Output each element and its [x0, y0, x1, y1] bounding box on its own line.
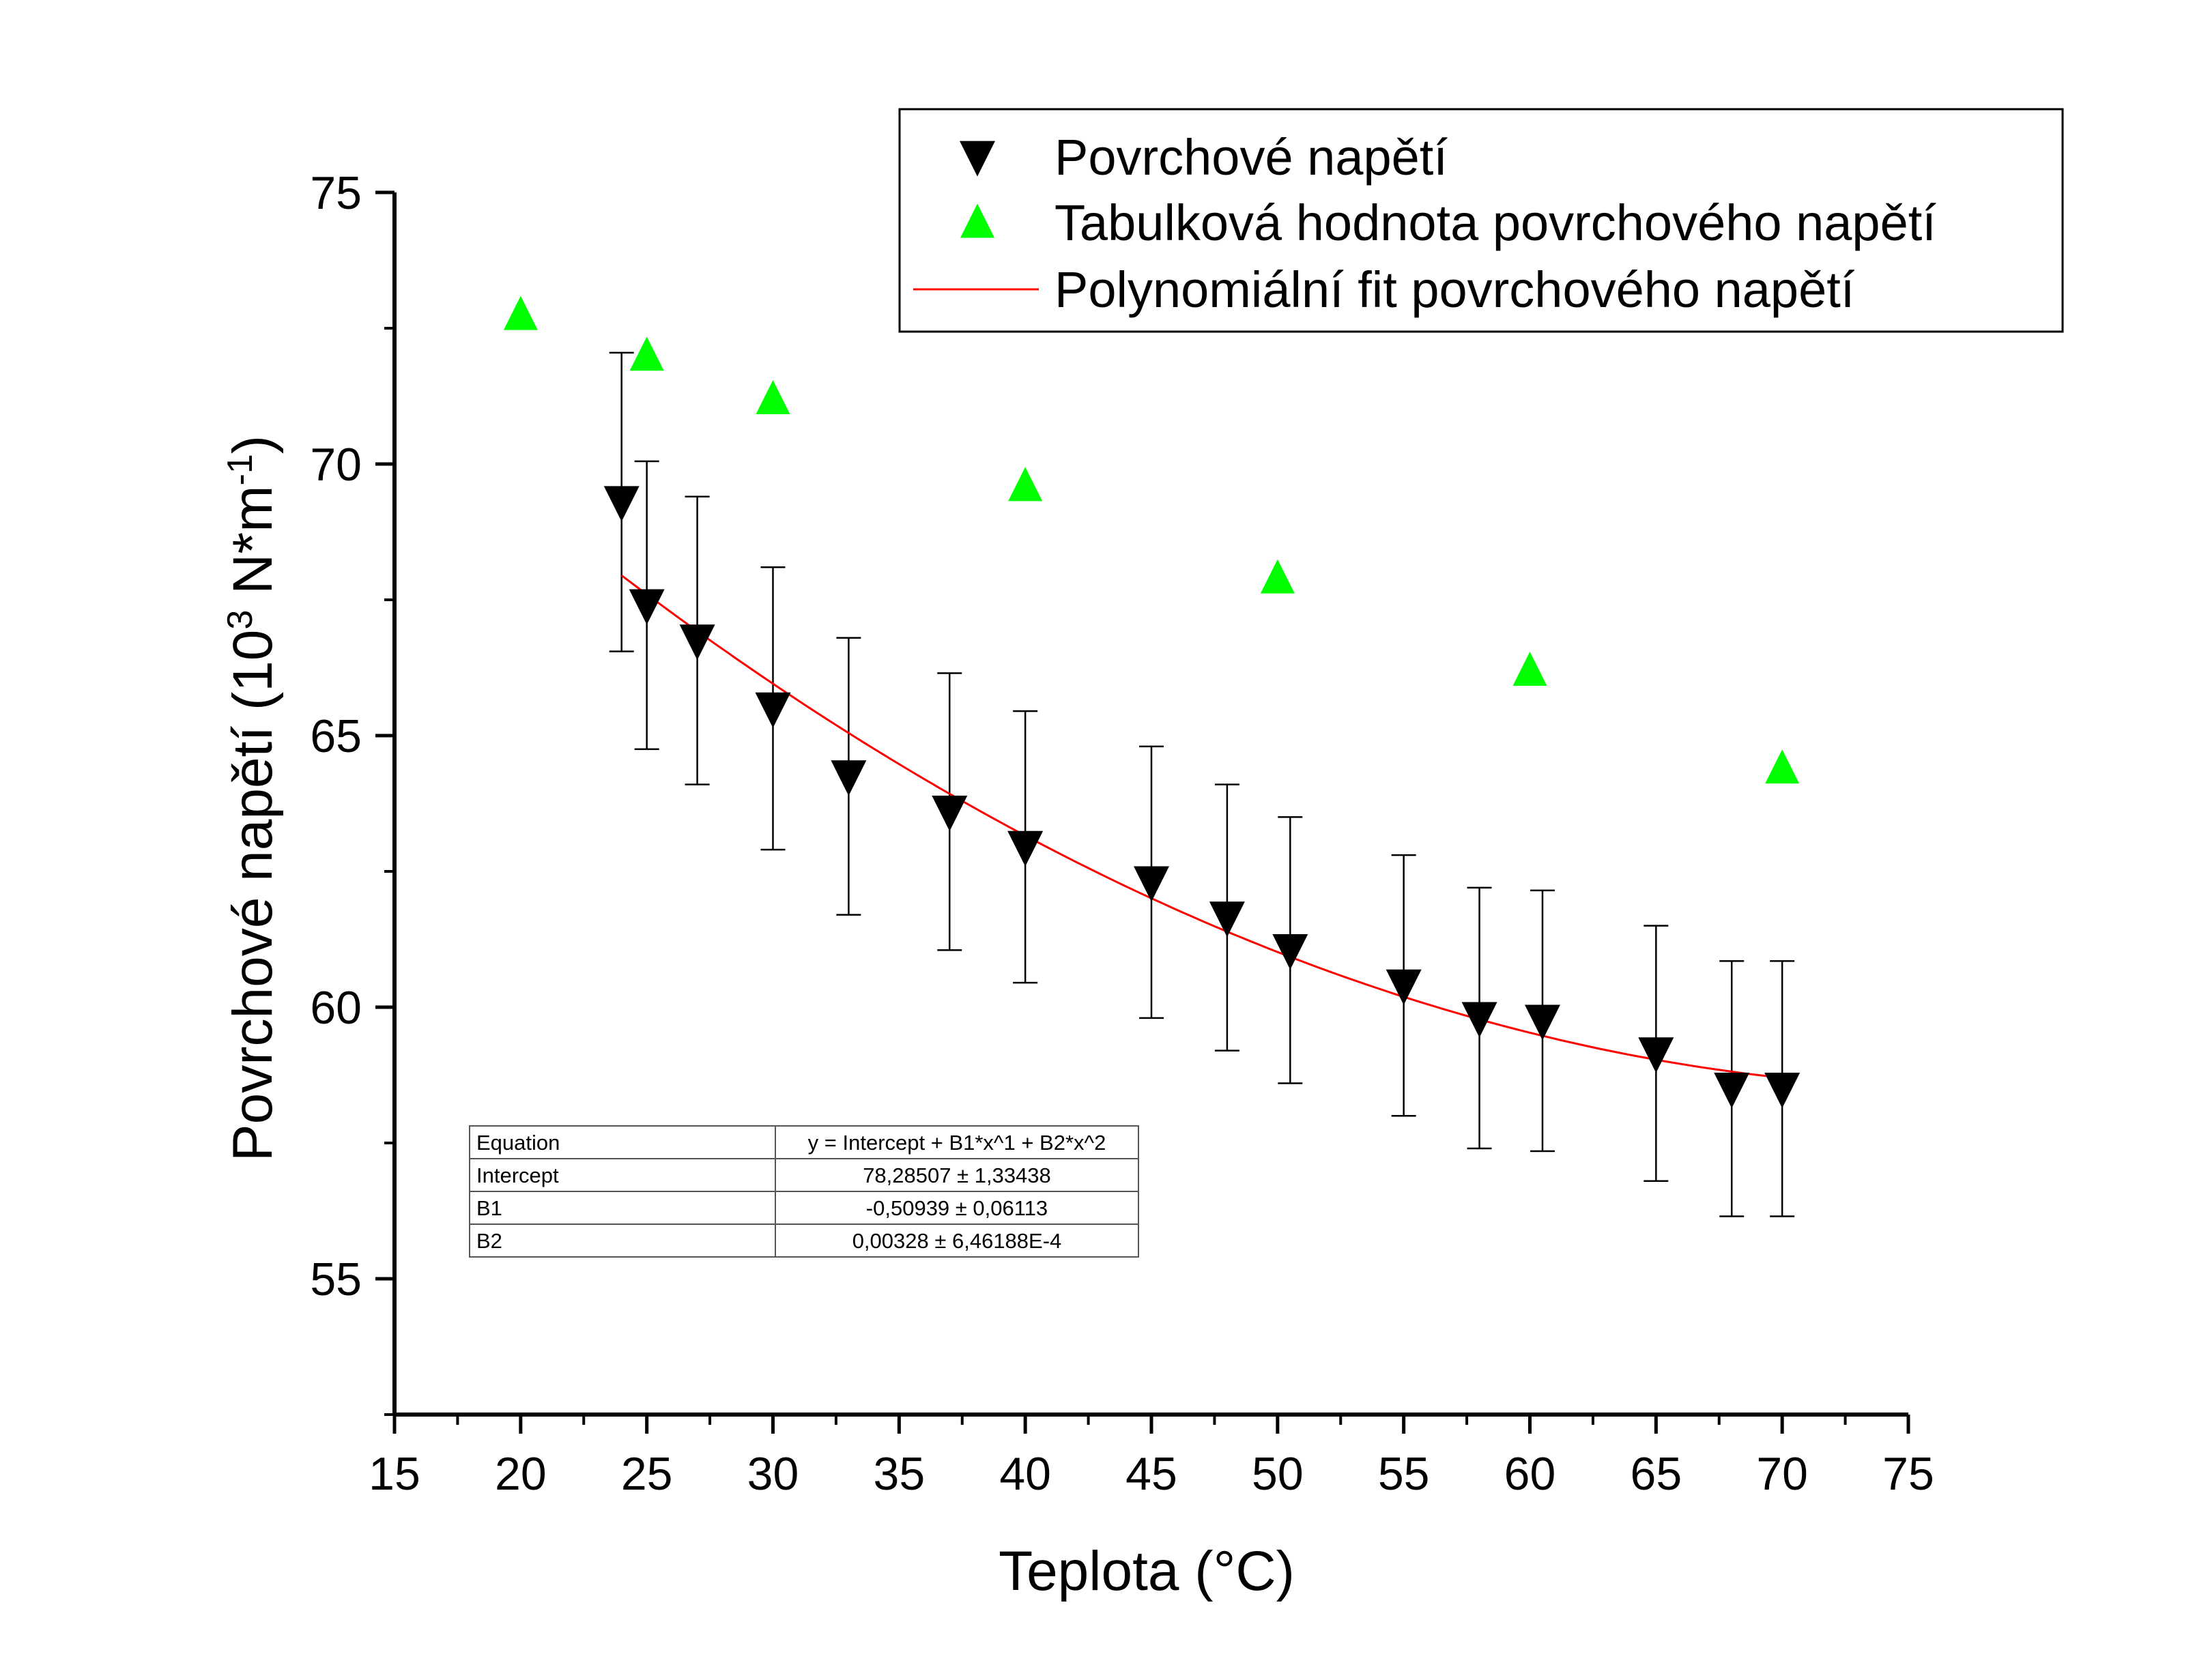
x-tick-label: 60	[1504, 1448, 1556, 1500]
fit-table-cell	[775, 1125, 1139, 1159]
legend-marker-tabular	[960, 203, 994, 238]
y-axis-title-suffix: )	[222, 435, 284, 454]
x-tick-label: 20	[495, 1448, 547, 1500]
measured-point	[1134, 866, 1169, 902]
x-tick-label: 75	[1882, 1448, 1934, 1500]
fit-table-row: Equation y = Intercept + B1*x^1 + B2*x^2	[469, 1125, 1139, 1159]
y-axis-title-prefix: Povrchové napětí (10	[222, 630, 284, 1161]
legend: Povrchové napětí Tabulková hodnota povrch…	[898, 108, 2064, 333]
x-tick-label: 25	[621, 1448, 673, 1500]
tabular-point	[1260, 559, 1295, 594]
fit-table-label: B1	[476, 1196, 502, 1220]
x-tick-label: 30	[747, 1448, 799, 1500]
plot-area	[503, 295, 1801, 1217]
measured-point	[1007, 830, 1044, 867]
fit-table-row: B1 -0,50939 ± 0,06113	[469, 1191, 1139, 1225]
tabular-point	[1008, 467, 1043, 502]
measured-point	[1638, 1037, 1674, 1073]
y-axis-title: Povrchové napětí (103 N*m-1)	[220, 435, 284, 1161]
measured-point	[755, 692, 791, 728]
fit-table-value: 0,00328 ± 6,46188E-4	[852, 1229, 1062, 1253]
x-tick-label: 50	[1252, 1448, 1304, 1500]
measured-point	[679, 624, 715, 661]
x-tick-label: 65	[1631, 1448, 1682, 1500]
legend-label: Polynomiální fit povrchového napětí	[1055, 261, 1855, 318]
fit-table-cell	[469, 1191, 776, 1225]
measured-point	[1714, 1073, 1750, 1108]
tabular-point	[629, 336, 664, 371]
fit-table-cell	[469, 1125, 776, 1159]
y-tick-label: 55	[310, 1254, 362, 1305]
x-tick-label: 15	[369, 1448, 420, 1500]
tabular-point	[503, 295, 538, 330]
measured-point	[629, 589, 665, 625]
measured-point	[932, 796, 968, 832]
y-tick-label: 70	[310, 439, 362, 491]
fit-table-value: -0,50939 ± 0,06113	[866, 1196, 1048, 1220]
fit-table-value: 78,28507 ± 1,33438	[863, 1163, 1051, 1187]
measured-point	[1461, 1002, 1497, 1038]
x-tick-label: 35	[874, 1448, 926, 1500]
legend-box	[898, 108, 2064, 333]
x-tick-label: 70	[1756, 1448, 1808, 1500]
tabular-point	[1512, 651, 1547, 686]
x-tick-label: 40	[999, 1448, 1051, 1500]
y-tick-label: 60	[310, 982, 362, 1034]
x-axis-title: Teplota (°C)	[999, 1540, 1295, 1602]
y-tick-label: 65	[310, 710, 362, 762]
y-axis-title-unit-exponent: -1	[220, 454, 260, 485]
fit-table-label: Intercept	[476, 1163, 559, 1187]
measured-point	[603, 486, 640, 522]
y-axis-title-exponent: 3	[220, 610, 260, 630]
y-axis-title-unit: N*m	[222, 485, 284, 609]
fit-table-label: Equation	[476, 1131, 560, 1155]
fit-line	[620, 575, 1783, 1079]
x-tick-label: 55	[1378, 1448, 1430, 1500]
axes: 15 20 25 30 35 40 45 50 55 60 65 70 75 55 60 65 70 75	[310, 167, 1934, 1500]
measured-point	[831, 760, 867, 796]
fit-table-cell	[469, 1223, 776, 1258]
x-tick-label: 45	[1125, 1448, 1177, 1500]
measured-point	[1764, 1073, 1801, 1108]
legend-label: Tabulková hodnota povrchového napětí	[1055, 194, 1936, 251]
fit-table-cell	[775, 1223, 1139, 1258]
tabular-point	[1765, 749, 1800, 784]
y-tick-label: 75	[310, 167, 362, 219]
fit-table-row: Intercept 78,28507 ± 1,33438	[469, 1158, 1139, 1192]
tabular-point	[756, 379, 790, 414]
measured-point	[1272, 934, 1308, 970]
measured-point	[1524, 1004, 1560, 1041]
legend-label: Povrchové napětí	[1055, 129, 1448, 186]
fit-table-label: B2	[476, 1229, 502, 1253]
fit-table-row: B2 0,00328 ± 6,46188E-4	[469, 1223, 1139, 1258]
legend-marker-measured	[960, 141, 995, 177]
measured-point	[1386, 969, 1422, 1005]
fit-table-value: y = Intercept + B1*x^1 + B2*x^2	[808, 1131, 1106, 1155]
measured-point	[1209, 901, 1245, 938]
fit-parameters-table: Equation y = Intercept + B1*x^1 + B2*x^2 I…	[469, 1125, 1139, 1258]
fit-table-cell	[775, 1191, 1139, 1225]
